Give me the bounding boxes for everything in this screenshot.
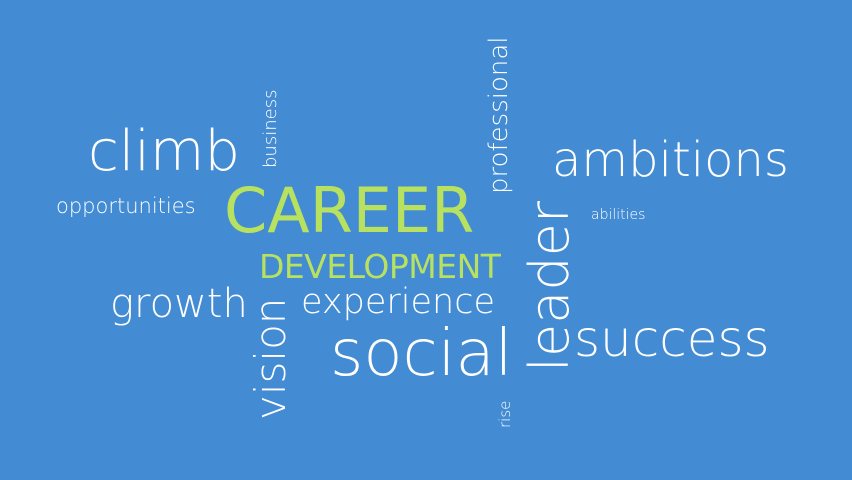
word-leader: leader	[518, 200, 581, 372]
word-ambitions: ambitions	[552, 132, 789, 188]
word-abilities: abilities	[591, 207, 646, 223]
word-development: DEVELOPMENT	[259, 247, 501, 286]
word-climb: climb	[88, 119, 241, 184]
word-professional: professional	[484, 36, 514, 194]
word-rise: rise	[496, 400, 514, 428]
word-business: business	[260, 89, 281, 168]
word-experience: experience	[301, 282, 495, 322]
word-vision: vision	[246, 297, 295, 420]
word-social: social	[330, 317, 513, 391]
word-success: success	[574, 310, 770, 368]
word-opportunities: opportunities	[56, 194, 196, 218]
word-career: CAREER	[224, 174, 475, 247]
word-growth: growth	[110, 281, 248, 327]
